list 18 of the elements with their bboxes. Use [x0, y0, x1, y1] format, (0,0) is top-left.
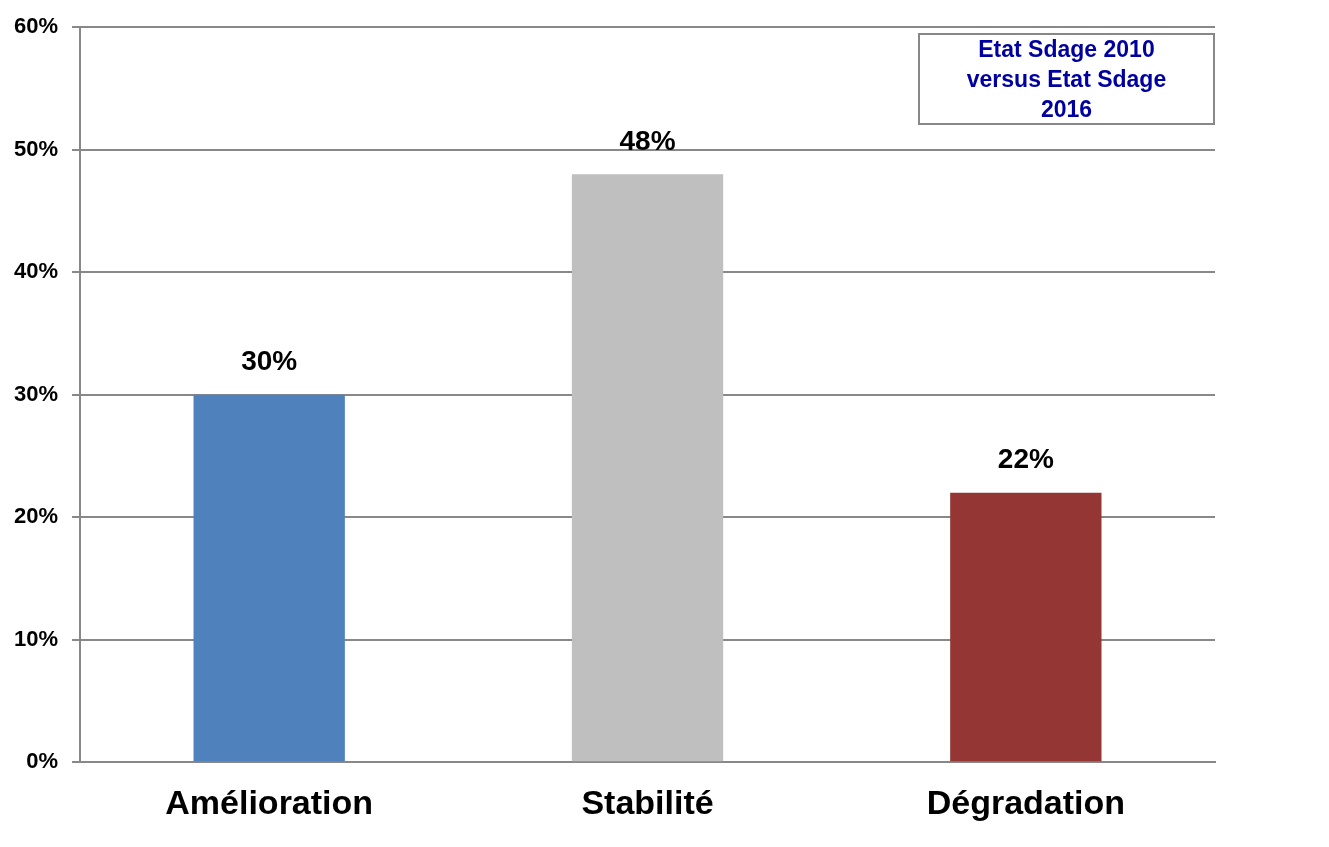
x-tick-label: Stabilité	[581, 782, 714, 821]
y-tick-label: 40%	[13, 258, 59, 284]
x-tick-label: Amélioration	[165, 782, 374, 821]
data-label: 22%	[997, 443, 1054, 475]
y-tick-label: 0%	[26, 748, 59, 774]
y-tick-label: 60%	[13, 13, 59, 39]
y-tick-label: 20%	[13, 503, 59, 529]
data-label: 48%	[619, 124, 676, 156]
data-label: 30%	[241, 345, 298, 377]
y-tick-label: 10%	[13, 625, 59, 651]
text-box-frame: Etat Sdage 2010 versus Etat Sdage 2016	[918, 33, 1215, 125]
y-tick-label: 50%	[13, 135, 59, 161]
x-tick-label: Dégradation	[926, 782, 1126, 821]
annotation: Etat Sdage 2010 versus Etat Sdage 2016	[965, 35, 1168, 124]
bar	[193, 394, 345, 762]
bar	[950, 492, 1102, 762]
bar	[571, 174, 724, 762]
y-tick-label: 30%	[13, 380, 59, 406]
